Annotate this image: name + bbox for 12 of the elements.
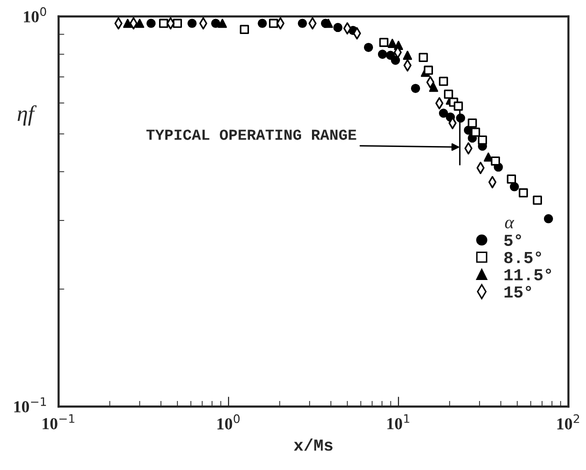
annotation: TYPICAL OPERATING RANGE [146,130,356,140]
x-tick-label: 10$^{1}$ [387,414,410,430]
legend-label: 11.5° [504,268,552,280]
legend-label: 15° [504,286,532,298]
legend-title: α [505,220,514,228]
y-axis-title: ηf [18,105,37,126]
x-tick-label: 10$^{−1}$ [42,414,74,430]
x-tick-label: 10$^{0}$ [217,414,240,430]
legend-label: 5° [504,234,522,246]
x-tick-label: 10$^{2}$ [557,414,580,430]
x-axis-title: x/Ms [294,438,332,451]
legend-label: 8.5° [504,251,542,264]
